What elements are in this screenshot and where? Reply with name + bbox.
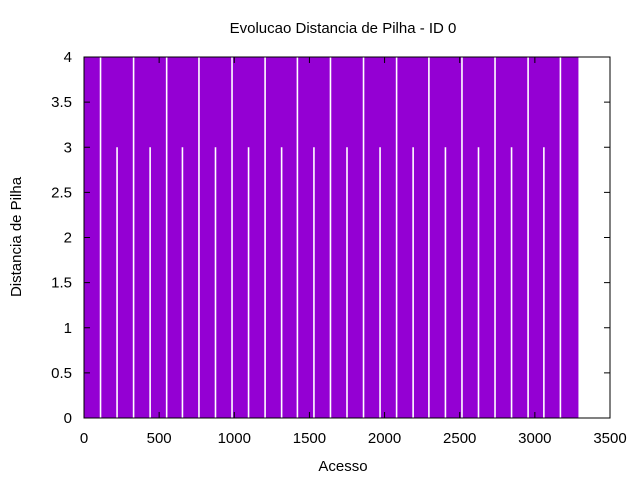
y-tick-label: 0.5 [51,365,72,382]
x-tick-label: 2000 [368,430,401,447]
axes: 0 500 1000 1500 2000 2500 3000 3500 0 0.5 1 1.5 2 2.5… [51,49,627,447]
x-tick-label: 3000 [518,430,551,447]
x-tick-label: 2500 [443,430,476,447]
y-tick-label: 1 [64,320,72,337]
plot-area [84,57,579,418]
y-tick-label: 3 [64,139,72,156]
y-tick-label: 2 [64,230,72,247]
y-tick-label: 1.5 [51,275,72,292]
x-tick-label: 500 [147,430,172,447]
x-tick-label: 1000 [218,430,251,447]
chart-title: Evolucao Distancia de Pilha - ID 0 [230,20,457,37]
y-axis-label: Distancia de Pilha [8,176,25,297]
x-tick-label: 1500 [293,430,326,447]
x-axis-label: Acesso [318,458,367,475]
y-tick-label: 4 [64,49,72,66]
y-tick-label: 3.5 [51,94,72,111]
y-tick-label: 2.5 [51,184,72,201]
y-tick-label: 0 [64,410,72,427]
x-tick-label: 0 [80,430,88,447]
x-tick-label: 3500 [593,430,626,447]
